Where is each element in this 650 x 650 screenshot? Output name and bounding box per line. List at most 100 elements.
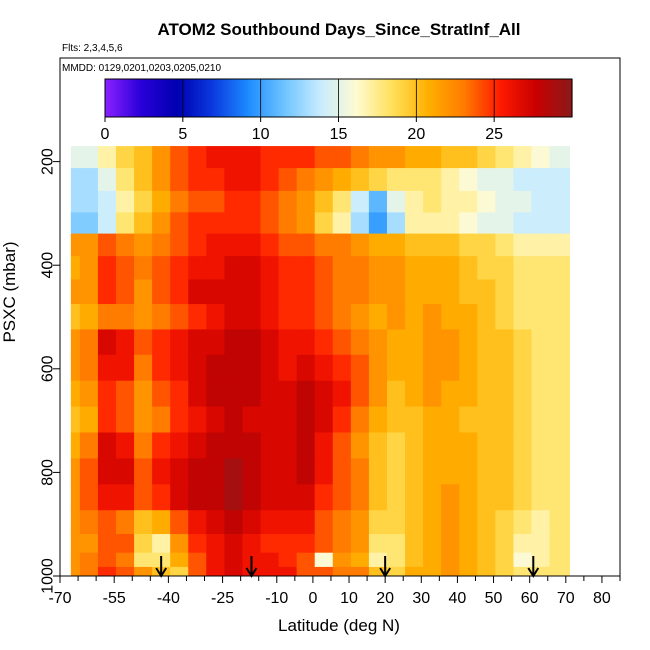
heatmap-cell (459, 329, 478, 356)
colorbar-swatch (470, 79, 475, 117)
heatmap-cell (242, 190, 262, 213)
colorbar-swatch (452, 79, 456, 117)
heatmap-cell (296, 510, 316, 535)
heatmap-cell (152, 279, 171, 305)
heatmap-cell (368, 329, 388, 356)
heatmap-cell (549, 212, 571, 235)
heatmap-cell (368, 458, 388, 485)
colorbar-swatch (538, 79, 542, 117)
heatmap-cell (368, 566, 388, 576)
heatmap-cell (152, 354, 171, 382)
heatmap-cell (134, 534, 153, 554)
heatmap-cell (477, 168, 496, 192)
heatmap-cell (170, 279, 189, 305)
heatmap-cell (116, 146, 135, 169)
heatmap-cell (531, 566, 551, 576)
heatmap-cell (495, 329, 515, 356)
heatmap-cell (170, 534, 189, 554)
heatmap-cell (296, 233, 316, 257)
heatmap-cell (70, 432, 81, 460)
heatmap-cell (549, 534, 571, 554)
heatmap-cell (97, 458, 117, 485)
heatmap-cell (134, 380, 153, 408)
heatmap-cell (477, 212, 496, 235)
heatmap-cell (368, 279, 388, 305)
heatmap-cell (206, 168, 225, 192)
heatmap-cell (314, 406, 334, 434)
heatmap-cell (477, 233, 496, 257)
heatmap-cell (513, 233, 533, 257)
colorbar-swatch (224, 79, 228, 117)
heatmap-cell (423, 190, 442, 213)
heatmap-cell (495, 146, 515, 169)
heatmap-cell (278, 534, 298, 554)
heatmap-cell (170, 406, 189, 434)
heatmap-cell (386, 406, 406, 434)
heatmap-cell (260, 168, 280, 192)
colorbar-swatch (322, 79, 327, 117)
colorbar-swatch (374, 79, 379, 117)
heatmap-cell (134, 168, 153, 192)
heatmap-cell (278, 304, 298, 331)
heatmap-cell (97, 534, 117, 554)
heatmap-cell (441, 190, 460, 213)
colorbar-swatch (483, 79, 487, 117)
heatmap-cell (134, 354, 153, 382)
x-axis-label: Latitude (deg N) (278, 616, 400, 635)
heatmap-cell (97, 190, 117, 213)
heatmap-cell (278, 484, 298, 511)
colorbar-swatch (556, 79, 560, 117)
heatmap-cell (368, 304, 388, 331)
heatmap-cell (152, 168, 171, 192)
colorbar-swatch (182, 79, 187, 117)
heatmap-cell (134, 146, 153, 169)
heatmap-cell (549, 566, 571, 576)
latitude-arrow (155, 556, 168, 578)
heatmap-cell (79, 510, 99, 535)
heatmap-cell (170, 432, 189, 460)
y-tick-label: 600 (40, 355, 57, 382)
colorbar-swatch (263, 79, 267, 117)
heatmap-cell (170, 256, 189, 281)
heatmap-cell (441, 432, 460, 460)
heatmap-cell (477, 329, 496, 356)
heatmap-cell (332, 233, 352, 257)
colorbar-swatch (203, 79, 207, 117)
latitude-arrow (245, 556, 258, 578)
heatmap-cell (350, 168, 370, 192)
heatmap-cell (441, 566, 460, 576)
heatmap-cell (441, 510, 460, 535)
colorbar-swatch (501, 79, 506, 117)
heatmap-cell (170, 329, 189, 356)
x-tick-label: 30 (412, 590, 430, 607)
colorbar-swatch (258, 79, 262, 117)
heatmap-cell (224, 354, 244, 382)
colorbar-swatch (255, 79, 259, 117)
heatmap-cell (441, 354, 460, 382)
heatmap-cell (97, 329, 117, 356)
colorbar-swatch (442, 79, 446, 117)
heatmap-cell (70, 190, 81, 213)
heatmap-cell (332, 168, 352, 192)
heatmap-cell (332, 354, 352, 382)
colorbar-swatch (123, 79, 127, 117)
colorbar-swatch (486, 79, 490, 117)
colorbar-swatch (234, 79, 238, 117)
heatmap-cell (188, 256, 207, 281)
colorbar-swatch (400, 79, 404, 117)
heatmap-cell (513, 380, 533, 408)
heatmap-cell (405, 304, 424, 331)
colorbar-swatch (494, 79, 498, 117)
heatmap-cell (459, 256, 478, 281)
heatmap-cell (116, 329, 135, 356)
heatmap-cell (441, 329, 460, 356)
colorbar-swatch (418, 79, 423, 117)
heatmap-cell (296, 552, 316, 568)
colorbar-swatch (507, 79, 511, 117)
heatmap-cell (477, 256, 496, 281)
heatmap-cell (97, 566, 117, 576)
heatmap-cell (513, 510, 533, 535)
heatmap-cell (296, 279, 316, 305)
heatmap-cell (260, 380, 280, 408)
heatmap-cell (495, 354, 515, 382)
